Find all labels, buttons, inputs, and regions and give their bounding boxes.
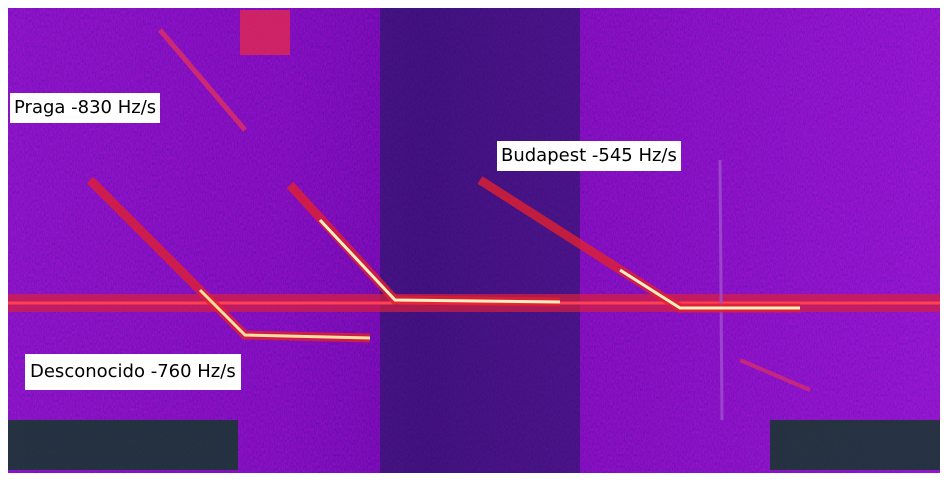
trace-core: [619, 268, 800, 310]
green-band: [8, 420, 238, 470]
green-band: [770, 420, 940, 470]
annotation: Desconocido -760 Hz/s: [25, 354, 241, 390]
burst: [240, 10, 290, 55]
annotation: Praga -830 Hz/s: [10, 93, 161, 123]
trace-faint: [739, 358, 811, 392]
trace-core: [198, 288, 371, 340]
dark-zone: [380, 8, 580, 473]
annotation: Budapest -545 Hz/s: [497, 141, 681, 171]
trace-faint: [158, 28, 247, 132]
trace-faint: [718, 159, 724, 421]
trace-core: [318, 218, 561, 304]
